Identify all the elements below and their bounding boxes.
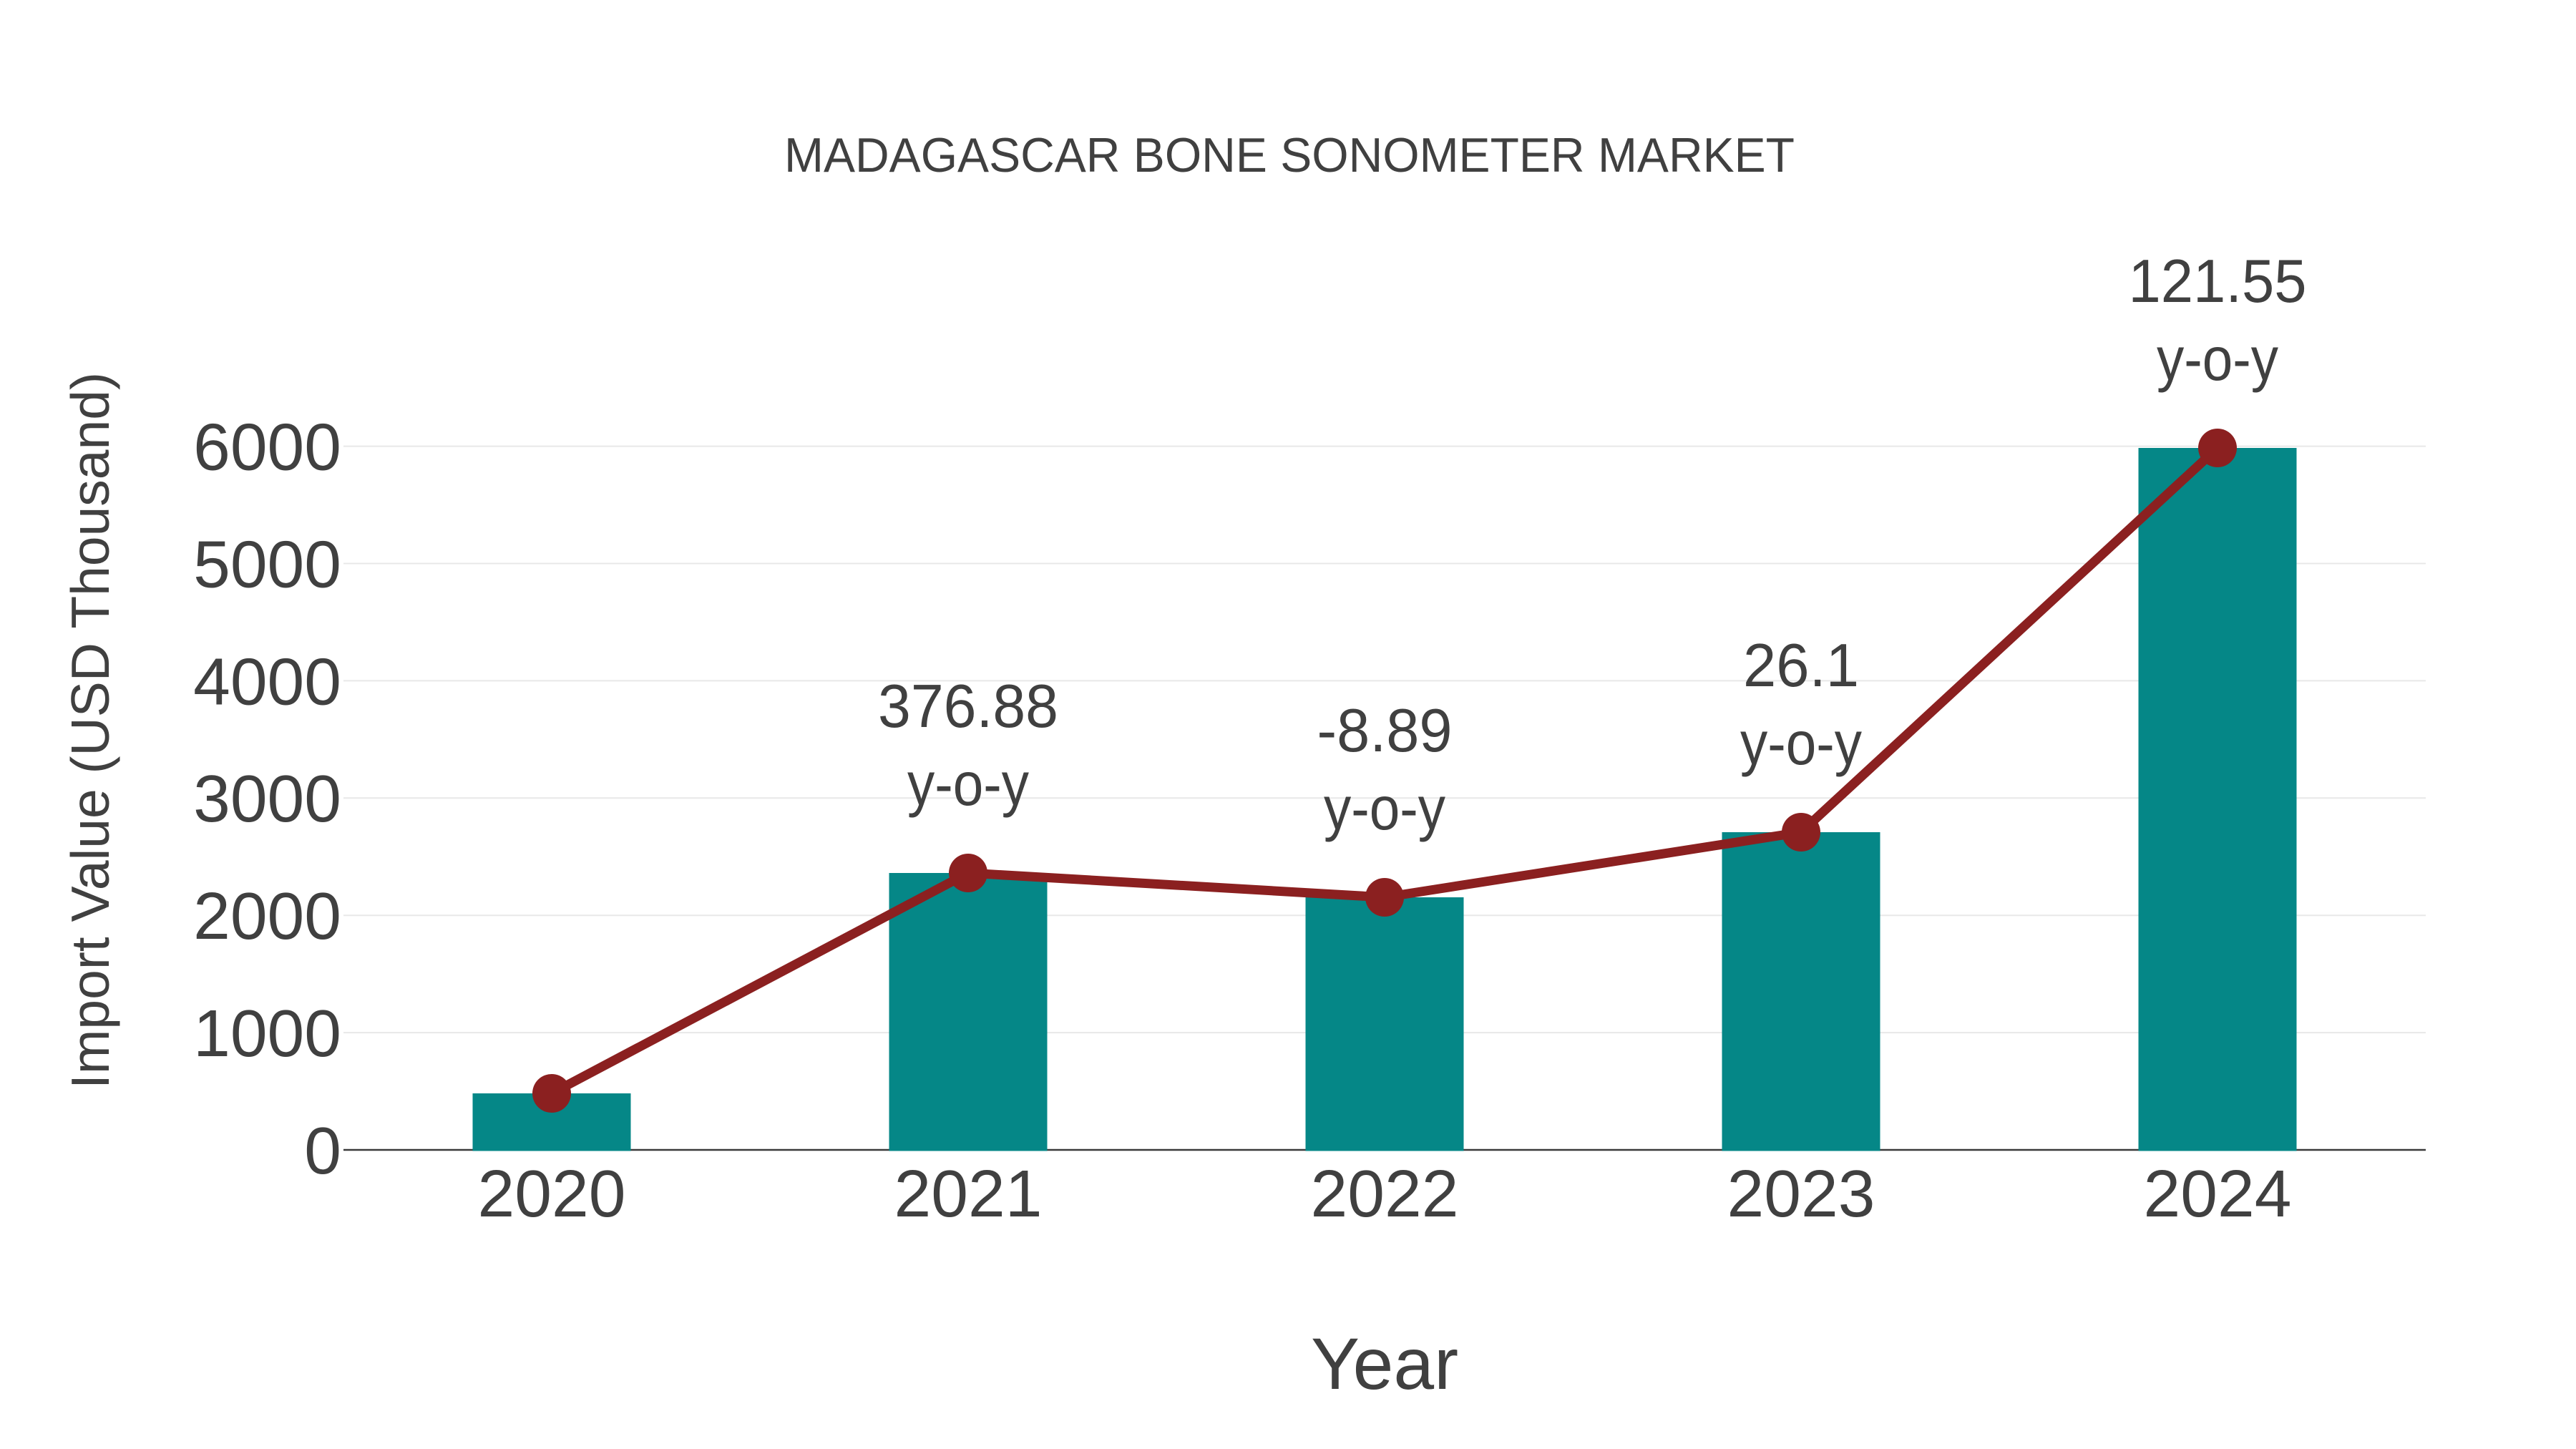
svg-text:1000: 1000 <box>193 996 341 1070</box>
svg-text:2024: 2024 <box>2144 1156 2292 1231</box>
svg-text:Year: Year <box>1311 1323 1458 1405</box>
svg-text:2022: 2022 <box>1311 1156 1459 1231</box>
svg-text:2000: 2000 <box>193 879 341 953</box>
svg-text:Import Value (USD Thousand): Import Value (USD Thousand) <box>60 372 120 1089</box>
svg-text:2021: 2021 <box>894 1156 1043 1231</box>
svg-text:376.88: 376.88 <box>878 673 1058 741</box>
svg-text:6000: 6000 <box>193 410 341 484</box>
svg-text:2020: 2020 <box>478 1156 626 1231</box>
svg-text:-8.89: -8.89 <box>1317 697 1453 765</box>
svg-text:y-o-y: y-o-y <box>907 751 1029 819</box>
svg-text:y-o-y: y-o-y <box>1324 775 1445 843</box>
svg-text:y-o-y: y-o-y <box>2157 326 2278 394</box>
svg-text:4000: 4000 <box>193 644 341 718</box>
svg-text:3000: 3000 <box>193 761 341 836</box>
svg-text:26.1: 26.1 <box>1743 632 1859 700</box>
svg-text:y-o-y: y-o-y <box>1740 710 1862 778</box>
svg-text:MADAGASCAR BONE SONOMETER MARK: MADAGASCAR BONE SONOMETER MARKET <box>784 128 1795 182</box>
svg-text:2023: 2023 <box>1727 1156 1875 1231</box>
svg-text:0: 0 <box>304 1113 341 1188</box>
svg-text:5000: 5000 <box>193 527 341 601</box>
svg-text:121.55: 121.55 <box>2129 248 2307 316</box>
